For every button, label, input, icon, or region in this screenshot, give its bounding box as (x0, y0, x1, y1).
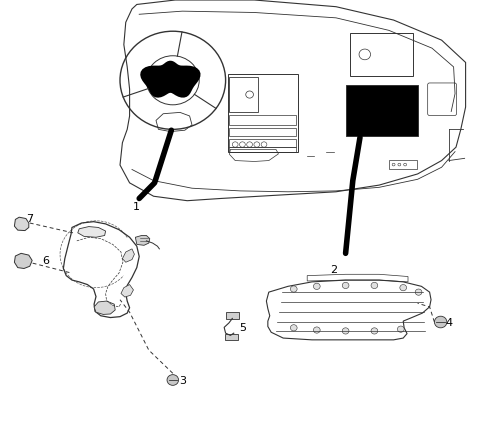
Polygon shape (121, 285, 133, 297)
Text: 5: 5 (239, 323, 246, 333)
FancyBboxPatch shape (225, 334, 238, 340)
Circle shape (397, 326, 404, 332)
Text: 6: 6 (42, 256, 49, 266)
Polygon shape (14, 217, 29, 231)
Bar (229, 115, 296, 125)
Polygon shape (135, 235, 150, 245)
Polygon shape (14, 253, 32, 268)
Bar (229, 139, 296, 147)
Circle shape (415, 289, 422, 295)
Circle shape (313, 283, 320, 289)
Polygon shape (140, 61, 201, 98)
Text: 7: 7 (26, 214, 33, 223)
Circle shape (371, 328, 378, 334)
FancyBboxPatch shape (346, 85, 418, 136)
Text: 3: 3 (179, 376, 186, 386)
Circle shape (290, 325, 297, 331)
Circle shape (290, 286, 297, 292)
Text: 2: 2 (330, 265, 337, 275)
Polygon shape (122, 249, 134, 262)
Text: 1: 1 (133, 202, 140, 212)
FancyBboxPatch shape (226, 312, 239, 319)
Circle shape (371, 282, 378, 289)
Bar (229, 147, 296, 152)
Polygon shape (78, 227, 106, 237)
Circle shape (342, 328, 349, 334)
Polygon shape (94, 301, 115, 314)
Circle shape (342, 282, 349, 289)
Circle shape (167, 375, 179, 385)
Circle shape (313, 327, 320, 333)
Circle shape (400, 285, 407, 291)
Bar (229, 128, 296, 136)
Circle shape (434, 316, 447, 328)
Text: 4: 4 (445, 318, 452, 328)
